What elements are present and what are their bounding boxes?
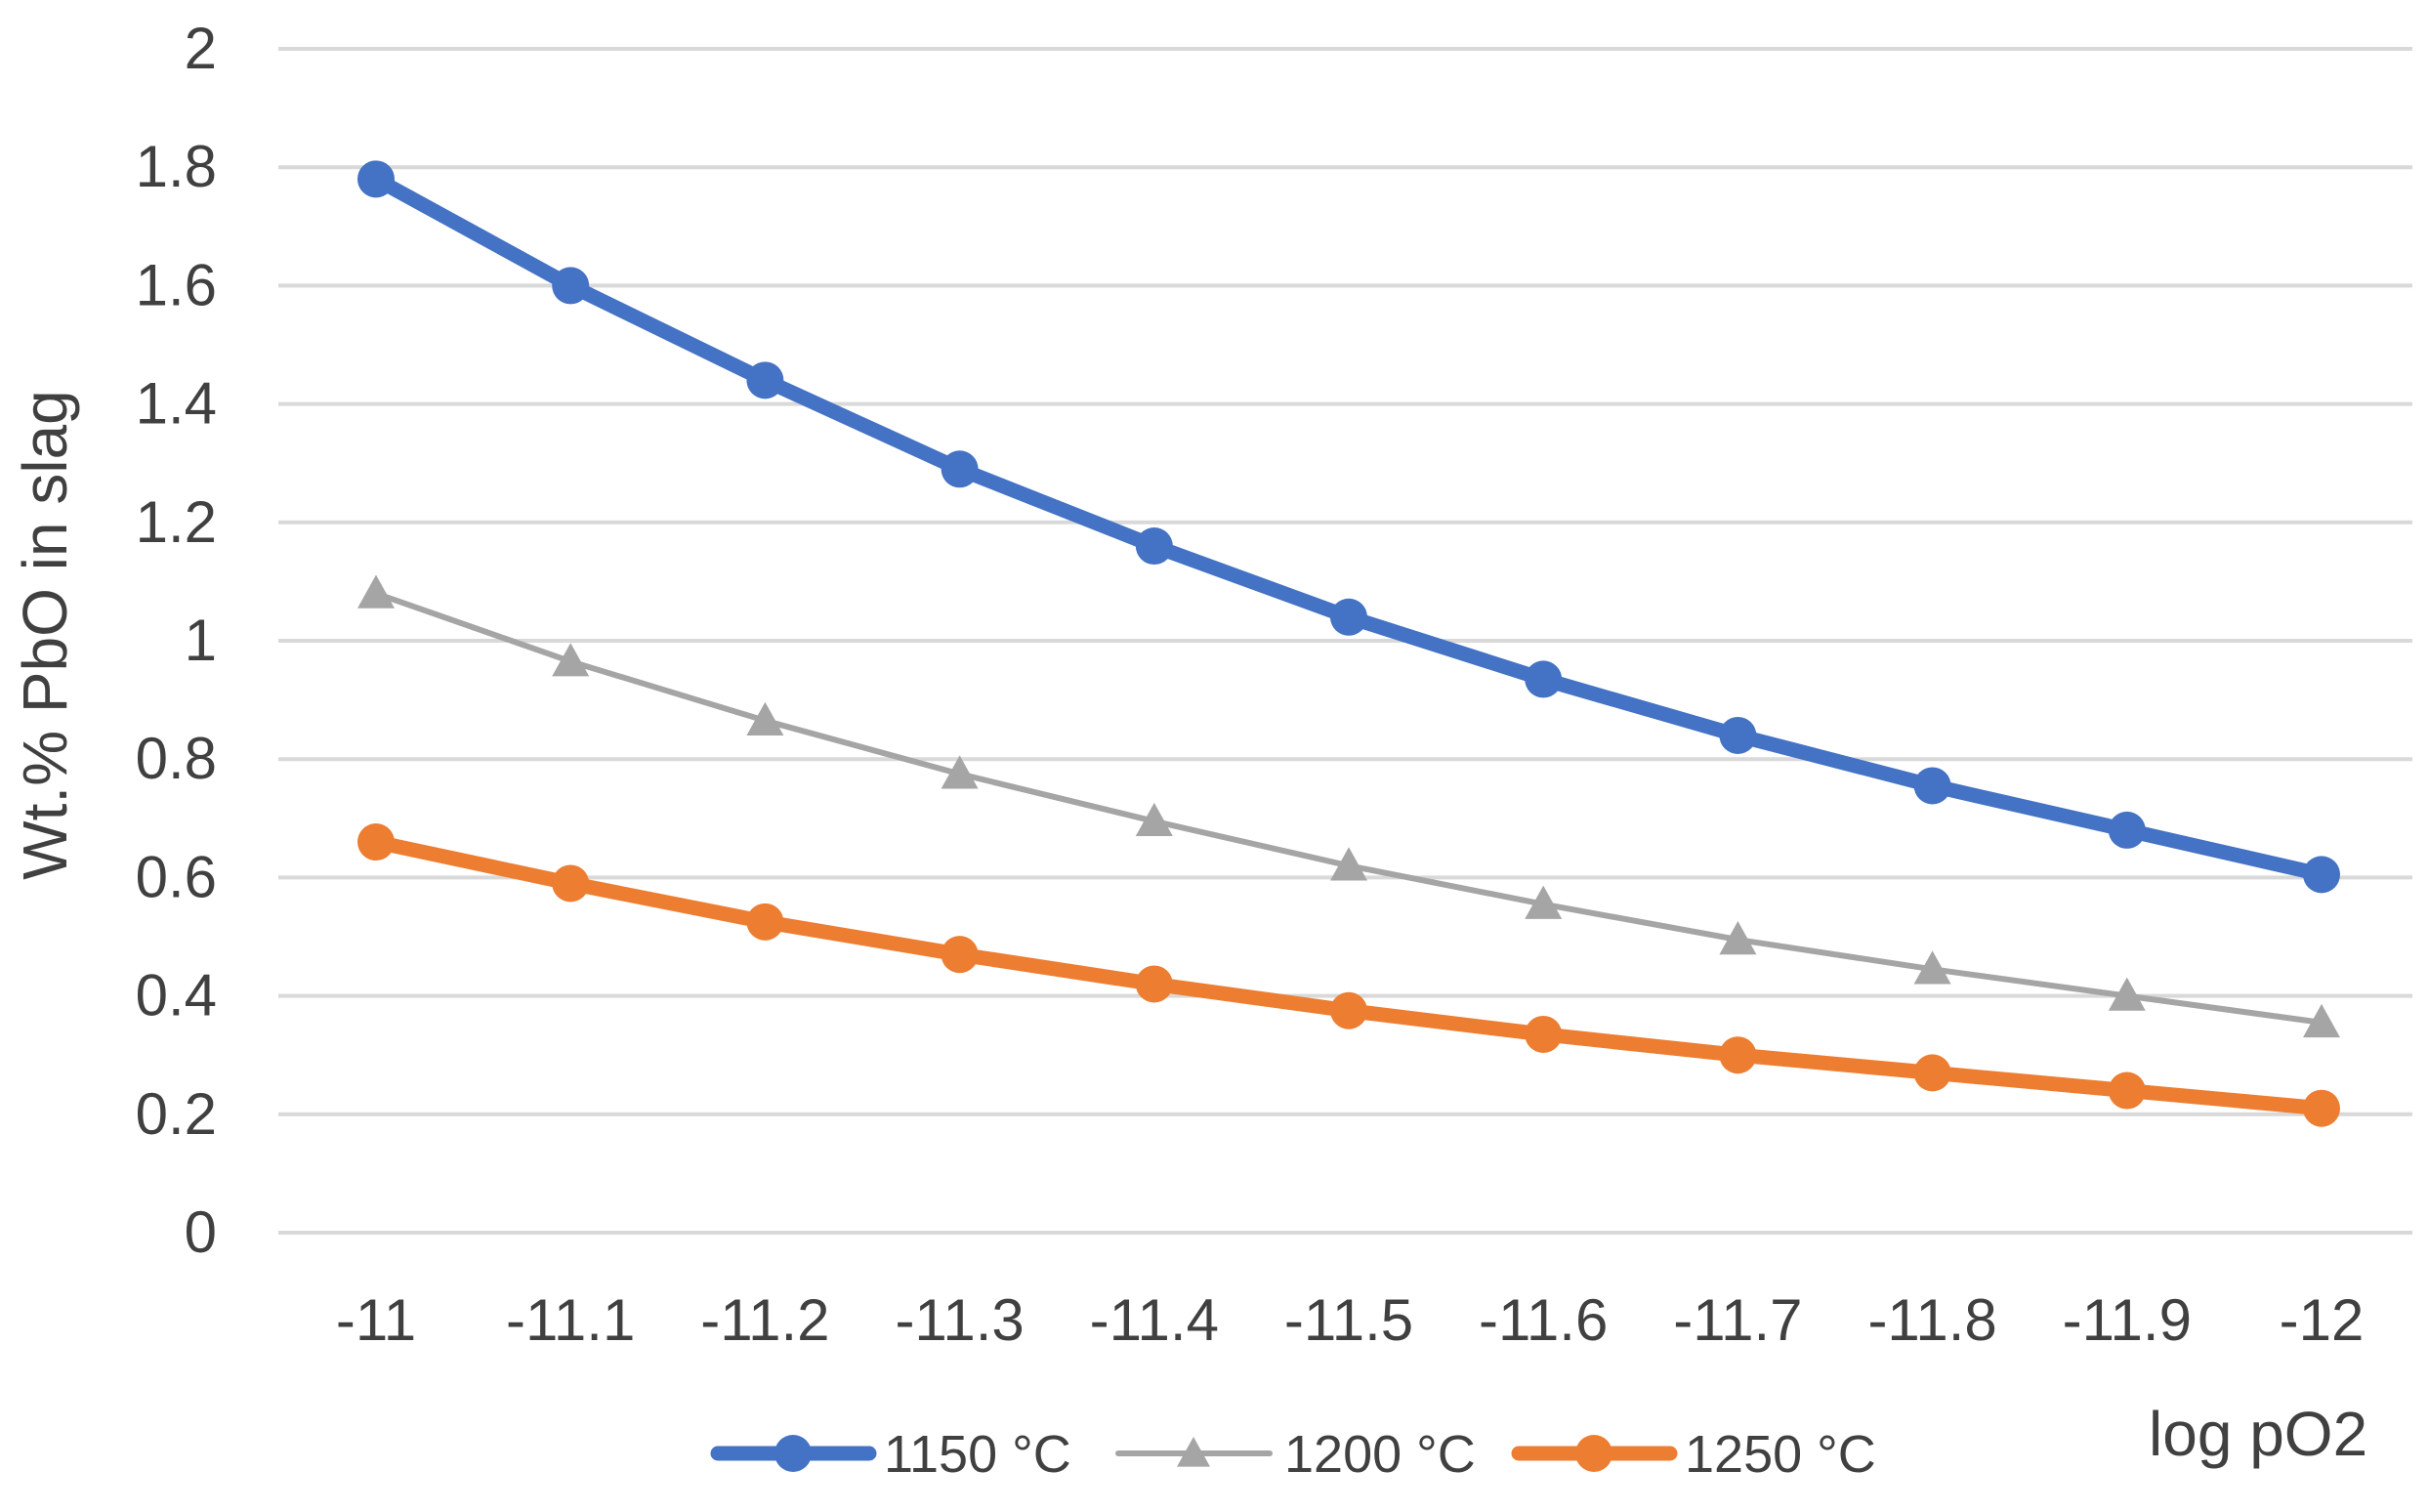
x-tick-label: -11.8 <box>1867 1287 1996 1353</box>
data-point <box>1525 660 1563 698</box>
data-point <box>1719 716 1757 754</box>
y-tick-label: 0.6 <box>136 844 217 909</box>
y-tick-label: 0.8 <box>136 726 217 791</box>
data-point <box>1135 802 1173 837</box>
legend-label: 1150 °C <box>884 1425 1071 1484</box>
data-point <box>1913 767 1951 805</box>
series-1200c <box>357 574 2340 1038</box>
data-point <box>1330 991 1367 1029</box>
data-point <box>357 823 395 861</box>
y-tick-label: 2 <box>185 16 217 81</box>
data-point <box>2303 1089 2340 1127</box>
y-tick-label: 1.6 <box>136 252 217 317</box>
series-line <box>368 171 2329 882</box>
data-point <box>1913 1054 1951 1092</box>
series-1250c <box>357 823 2340 1127</box>
y-tick-label: 0.2 <box>136 1081 217 1147</box>
data-point <box>746 903 784 941</box>
x-tick-label: -11.5 <box>1284 1287 1413 1353</box>
data-point <box>552 643 590 677</box>
legend: 1150 °C 1200 °C 1250 °C <box>710 1425 1876 1484</box>
x-tick-label: -11.4 <box>1090 1287 1219 1353</box>
data-point <box>1525 885 1563 919</box>
data-point <box>1719 1036 1757 1074</box>
y-tick-label: 1.4 <box>136 371 217 437</box>
legend-item: 1200 °C <box>1115 1425 1476 1484</box>
data-point <box>1135 965 1173 1003</box>
x-tick-labels: -11 -11.1 -11.2 -11.3 -11.4 -11.5 -11.6 -11.7 -1… <box>336 1287 2364 1353</box>
data-point <box>941 755 979 789</box>
data-point <box>2303 856 2340 894</box>
data-point <box>1135 527 1173 566</box>
data-point <box>941 936 979 974</box>
y-tick-labels: 0 0.2 0.4 0.6 0.8 1 1.2 1.4 1.6 1.8 2 <box>136 16 217 1265</box>
grid-layer <box>278 47 2412 1235</box>
data-point <box>746 361 784 399</box>
x-tick-label: -11.6 <box>1479 1287 1608 1353</box>
y-tick-label: 1.2 <box>136 489 217 555</box>
legend-label: 1200 °C <box>1284 1425 1476 1484</box>
legend-label: 1250 °C <box>1685 1425 1876 1484</box>
data-point <box>2303 1003 2340 1038</box>
data-point <box>2108 1071 2146 1110</box>
data-point <box>552 864 590 903</box>
x-tick-label: -11 <box>336 1287 416 1353</box>
data-point <box>2108 811 2146 849</box>
x-tick-label: -11.3 <box>895 1287 1024 1353</box>
y-axis-title: Wt.% PbO in slag <box>10 390 80 880</box>
legend-marker <box>1575 1435 1612 1472</box>
data-point <box>1719 921 1757 955</box>
legend-item: 1150 °C <box>710 1425 1071 1484</box>
x-tick-label: -11.9 <box>2063 1287 2192 1353</box>
series-line <box>368 834 2329 1116</box>
data-point <box>552 267 590 305</box>
x-axis-title: log pO2 <box>2149 1399 2367 1469</box>
y-tick-label: 0.4 <box>136 963 217 1029</box>
data-point <box>1330 598 1367 636</box>
data-point <box>1525 1015 1563 1053</box>
data-point <box>2108 977 2146 1011</box>
data-point <box>746 701 784 736</box>
data-point <box>357 574 395 609</box>
x-tick-label: -11.2 <box>700 1287 829 1353</box>
legend-marker <box>1177 1437 1210 1467</box>
x-tick-label: -12 <box>2280 1287 2365 1353</box>
data-point <box>357 160 395 198</box>
legend-item: 1250 °C <box>1511 1425 1876 1484</box>
series-layer <box>357 160 2340 1127</box>
x-tick-label: -11.1 <box>506 1287 635 1353</box>
data-point <box>1330 847 1367 881</box>
data-point <box>941 450 979 488</box>
series-1150c <box>357 160 2340 894</box>
y-tick-label: 1 <box>185 608 217 673</box>
data-point <box>1913 950 1951 985</box>
x-tick-label: -11.7 <box>1673 1287 1802 1353</box>
y-tick-label: 1.8 <box>136 134 217 199</box>
y-tick-label: 0 <box>185 1199 217 1265</box>
legend-marker <box>774 1435 812 1472</box>
